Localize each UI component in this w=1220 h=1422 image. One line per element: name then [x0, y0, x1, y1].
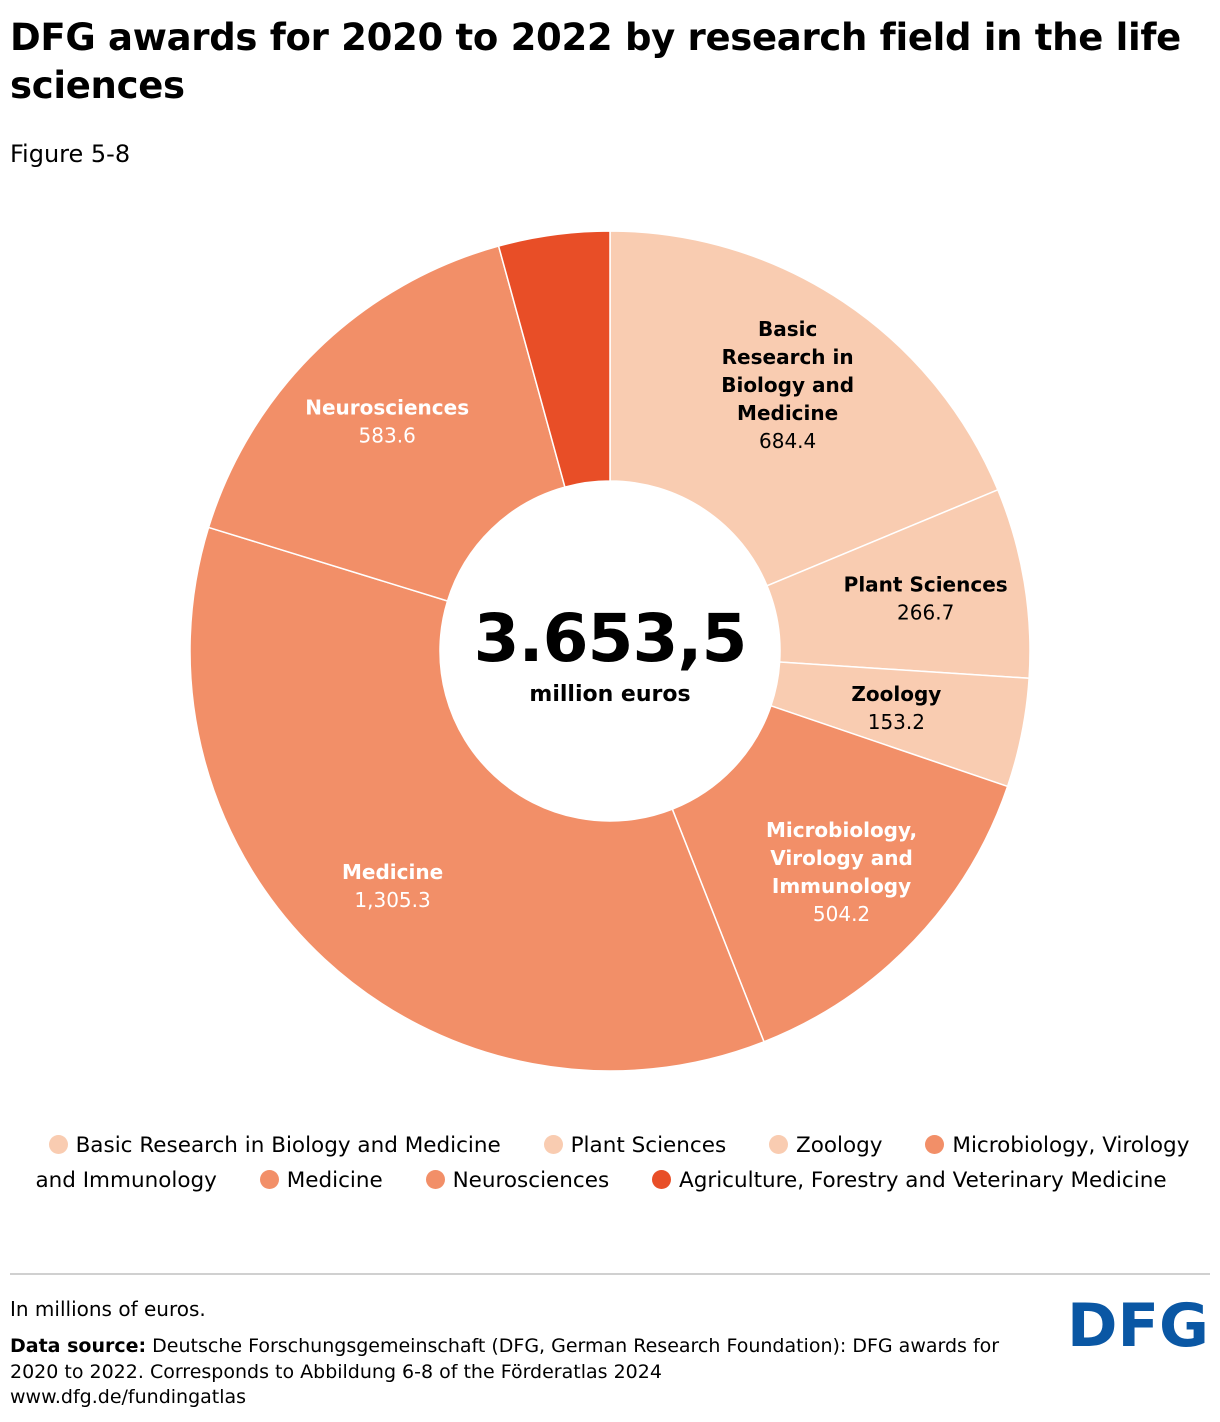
slice-label-basic-research-in-biology-and-medicine: Medicine	[737, 401, 838, 425]
legend-item-medicine: Medicine	[259, 1168, 383, 1193]
total-value: 3.653,5	[474, 600, 747, 677]
slice-microbiology-virology-and-immunology	[671, 704, 1009, 1043]
slice-value-microbiology-virology-and-immunology: 504.2	[813, 902, 870, 926]
data-source-text: Deutsche Forschungsgemeinschaft (DFG, Ge…	[10, 1335, 1000, 1383]
slice-basic-research-in-biology-and-medicine	[609, 230, 999, 587]
slice-value-neurosciences: 583.6	[359, 423, 416, 447]
legend-label: Zoology	[796, 1133, 883, 1158]
figure-number: Figure 5-8	[10, 140, 131, 168]
slice-neurosciences	[207, 245, 566, 602]
chart-title: DFG awards for 2020 to 2022 by research …	[10, 16, 1181, 107]
legend-label: Plant Sciences	[570, 1133, 727, 1158]
legend-item-zoology: Zoology	[769, 1133, 883, 1158]
total-unit: million euros	[529, 682, 690, 707]
unit-note: In millions of euros.	[10, 1297, 206, 1321]
legend-swatch	[48, 1135, 68, 1154]
legend-label: Basic Research in Biology and Medicine	[75, 1133, 501, 1158]
slice-medicine	[189, 526, 765, 1072]
legend-label: Neurosciences	[452, 1168, 610, 1193]
slice-value-medicine: 1,305.3	[354, 888, 430, 912]
slice-label-microbiology-virology-and-immunology: Virology and	[770, 846, 913, 870]
slice-label-microbiology-virology-and-immunology: Microbiology,	[766, 818, 917, 842]
slice-value-plant-sciences: 266.7	[897, 601, 954, 625]
slice-label-plant-sciences: Plant Sciences	[844, 573, 1008, 597]
legend-swatch	[259, 1170, 279, 1189]
footer-divider	[10, 1273, 1210, 1275]
slice-value-basic-research-in-biology-and-medicine: 684.4	[759, 429, 816, 453]
legend-item-neurosciences: Neurosciences	[425, 1168, 610, 1193]
slice-label-microbiology-virology-and-immunology: Immunology	[772, 874, 911, 898]
legend-swatch	[652, 1170, 671, 1189]
legend-item-agriculture-forestry-and-veterinary-medicine: Agriculture, Forestry and Veterinary Med…	[652, 1168, 1167, 1193]
slice-label-basic-research-in-biology-and-medicine: Research in	[722, 345, 854, 369]
legend-label: Medicine	[286, 1168, 383, 1193]
slice-label-neurosciences: Neurosciences	[305, 395, 469, 419]
legend-label: Agriculture, Forestry and Veterinary Med…	[679, 1168, 1167, 1193]
dfg-logo-text: DFG	[1067, 1296, 1209, 1348]
legend-swatch	[425, 1170, 445, 1189]
legend-swatch	[925, 1135, 945, 1154]
slice-label-zoology: Zoology	[851, 682, 941, 706]
legend-item-basic-research-in-biology-and-medicine: Basic Research in Biology and Medicine	[48, 1133, 501, 1158]
legend-label: Microbiology, Virology and Immunology	[35, 1133, 1190, 1193]
donut-chart: Basic Research in Biology and Medicine 684.4…	[189, 230, 1031, 1072]
slice-label-basic-research-in-biology-and-medicine: Basic	[758, 317, 817, 341]
dfg-logo: DFG	[1067, 1296, 1209, 1348]
legend-item-plant-sciences: Plant Sciences	[543, 1133, 727, 1158]
legend-item-microbiology-virology-and-immunology: Microbiology, Virology and Immunology	[35, 1133, 1189, 1193]
data-source: Data source: Deutsche Forschungsgemeinsc…	[10, 1333, 1040, 1385]
chart-legend: Basic Research in Biology and Medicine P…	[10, 1128, 1210, 1198]
source-url[interactable]: www.dfg.de/fundingatlas	[10, 1386, 247, 1408]
slice-agriculture-forestry-and-veterinary-medicine	[497, 230, 611, 489]
slice-label-medicine: Medicine	[342, 860, 443, 884]
slice-label-basic-research-in-biology-and-medicine: Biology and	[721, 373, 854, 397]
data-source-label: Data source:	[10, 1335, 147, 1357]
slice-value-zoology: 153.2	[868, 710, 925, 734]
legend-swatch	[769, 1135, 788, 1154]
legend-swatch	[543, 1135, 563, 1154]
